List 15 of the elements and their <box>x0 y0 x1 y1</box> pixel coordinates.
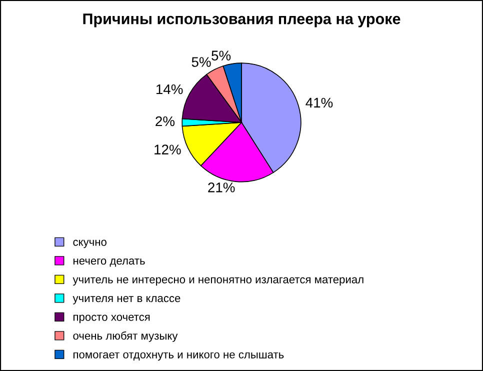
data-label: 21% <box>208 182 235 192</box>
legend-label: очень любят музыку <box>73 331 178 342</box>
legend-label: учитель не интересно и непонятно излагается материал <box>72 277 364 286</box>
legend-label: помогает отдохнуть и никого не слышать <box>74 352 284 361</box>
legend-label: учителя нет в классе <box>72 296 180 304</box>
data-label: 2% <box>156 116 175 126</box>
data-label: 5% <box>192 57 211 67</box>
data-label: 41% <box>306 98 333 108</box>
data-label: 12% <box>154 144 181 154</box>
data-label: 5% <box>212 50 231 60</box>
legend-label: просто хочется <box>74 314 150 324</box>
legend-label: нечего делать <box>74 258 145 267</box>
data-label: 14% <box>156 84 183 94</box>
legend-label: скучно <box>73 240 106 248</box>
chart-title: Причины использования плеера на уроке <box>83 14 400 28</box>
